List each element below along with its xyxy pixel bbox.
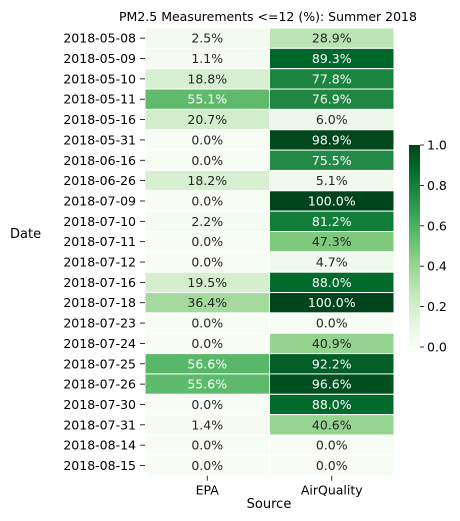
cell-annotation: 4.7%	[316, 255, 348, 270]
cell-annotation: 5.1%	[316, 173, 348, 188]
y-tick-label: 2018-05-11	[63, 92, 136, 107]
y-tick-label: 2018-05-09	[63, 51, 136, 66]
cell-annotation: 98.9%	[312, 132, 352, 147]
cell-annotation: 0.0%	[191, 336, 223, 351]
cell-annotation: 100.0%	[308, 295, 356, 310]
colorbar-tick-label: 0.8	[427, 178, 447, 193]
cell-annotation: 19.5%	[187, 275, 227, 290]
y-tick-label: 2018-07-25	[63, 356, 136, 371]
cell-annotation: 81.2%	[312, 214, 352, 229]
cell-annotation: 75.5%	[312, 153, 352, 168]
cell-annotation: 28.9%	[312, 31, 352, 46]
y-tick-label: 2018-07-10	[63, 214, 136, 229]
cell-annotation: 0.0%	[316, 458, 348, 473]
y-tick-label: 2018-07-26	[63, 377, 136, 392]
cell-annotation: 1.4%	[191, 417, 223, 432]
cell-annotation: 40.9%	[312, 336, 352, 351]
colorbar-tick-label: 0.2	[427, 299, 447, 314]
cell-annotation: 77.8%	[312, 71, 352, 86]
cell-annotation: 6.0%	[316, 112, 348, 127]
x-axis-label: Source	[247, 497, 292, 512]
cell-annotation: 40.6%	[312, 417, 352, 432]
cell-annotation: 88.0%	[312, 275, 352, 290]
cell-annotation: 55.6%	[187, 377, 227, 392]
colorbar-tick-label: 0.4	[427, 259, 447, 274]
colorbar-tick-label: 0.0	[427, 340, 447, 355]
cell-annotation: 89.3%	[312, 51, 352, 66]
cell-annotation: 0.0%	[316, 438, 348, 453]
y-tick-label: 2018-07-24	[63, 336, 136, 351]
cell-annotation: 47.3%	[312, 234, 352, 249]
y-tick-label: 2018-08-15	[63, 458, 136, 473]
colorbar	[409, 145, 420, 347]
cell-annotation: 0.0%	[191, 132, 223, 147]
cell-annotation: 0.0%	[191, 255, 223, 270]
y-tick-label: 2018-07-30	[63, 397, 136, 412]
heatmap-cells	[144, 27, 395, 477]
cell-annotation: 56.6%	[187, 356, 227, 371]
y-tick-label: 2018-06-16	[63, 153, 136, 168]
cell-annotation: 0.0%	[191, 316, 223, 331]
cell-annotation: 18.8%	[187, 71, 227, 86]
colorbar-tick-label: 0.6	[427, 218, 447, 233]
cell-annotation: 2.2%	[191, 214, 223, 229]
cell-annotation: 1.1%	[191, 51, 223, 66]
y-tick-label: 2018-07-18	[63, 295, 136, 310]
cell-annotation: 0.0%	[191, 458, 223, 473]
y-tick-label: 2018-05-10	[63, 71, 136, 86]
cell-annotation: 2.5%	[191, 31, 223, 46]
cell-annotation: 0.0%	[191, 438, 223, 453]
cell-annotation: 100.0%	[308, 193, 356, 208]
cell-annotation: 0.0%	[191, 234, 223, 249]
cell-annotation: 76.9%	[312, 92, 352, 107]
cell-annotation: 55.1%	[187, 92, 227, 107]
y-tick-label: 2018-05-08	[63, 31, 136, 46]
y-tick-label: 2018-07-16	[63, 275, 136, 290]
cell-annotation: 92.2%	[312, 356, 352, 371]
cell-annotation: 18.2%	[187, 173, 227, 188]
cell-annotation: 36.4%	[187, 295, 227, 310]
y-tick-label: 2018-07-12	[63, 255, 136, 270]
cell-annotation: 20.7%	[187, 112, 227, 127]
colorbar-tick-label: 1.0	[427, 138, 447, 153]
cell-annotations: 2.5% 28.9% 1.1% 89.3% 18.8% 77.8% 55.1% 76.9% 20…	[187, 31, 355, 473]
y-tick-label: 2018-05-16	[63, 112, 136, 127]
colorbar-ticks: 0.0 0.2 0.4 0.6 0.8 1.0	[420, 138, 447, 355]
y-tick-label: 2018-07-31	[63, 417, 136, 432]
cell-annotation: 0.0%	[191, 397, 223, 412]
y-tick-label: 2018-07-09	[63, 193, 136, 208]
cell-annotation: 0.0%	[191, 193, 223, 208]
y-tick-label: 2018-08-14	[63, 438, 136, 453]
x-tick-label: AirQuality	[301, 483, 363, 498]
y-tick-label: 2018-06-26	[63, 173, 136, 188]
y-tick-label: 2018-07-23	[63, 316, 136, 331]
x-tick-labels: EPA AirQuality	[196, 475, 363, 498]
cell-annotation: 88.0%	[312, 397, 352, 412]
cell-annotation: 0.0%	[191, 153, 223, 168]
cell-annotation: 0.0%	[316, 316, 348, 331]
chart-title: PM2.5 Measurements <=12 (%): Summer 2018	[119, 9, 417, 24]
y-tick-label: 2018-05-31	[63, 132, 136, 147]
x-tick-label: EPA	[196, 483, 220, 498]
y-tick-labels: 2018-05-08 2018-05-09 2018-05-10 2018-05-11…	[63, 31, 145, 473]
y-axis-label: Date	[10, 227, 41, 242]
y-tick-label: 2018-07-11	[63, 234, 136, 249]
cell-annotation: 96.6%	[312, 377, 352, 392]
